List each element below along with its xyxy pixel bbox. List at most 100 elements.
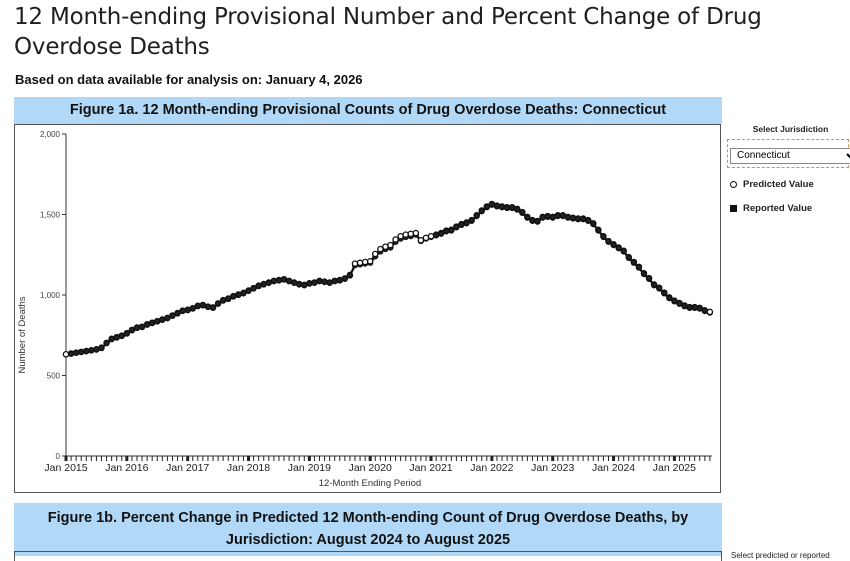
x-tick-label: Jan 2018 <box>227 462 270 474</box>
predicted-point <box>478 207 485 214</box>
x-tick-label: Jan 2025 <box>653 462 696 474</box>
predicted-point <box>189 304 196 312</box>
predicted-point <box>245 287 252 294</box>
predicted-point <box>174 309 181 317</box>
predicted-point <box>356 259 364 267</box>
predicted-point <box>640 270 648 277</box>
predicted-point <box>240 289 247 297</box>
predicted-point <box>372 250 379 258</box>
predicted-point <box>128 326 136 334</box>
y-axis-label: Number of Deaths <box>17 296 28 373</box>
predicted-point <box>123 329 131 337</box>
predicted-point <box>630 258 638 266</box>
predicted-point <box>209 304 217 311</box>
predicted-point <box>671 297 678 304</box>
figure-1a-chart-frame: 0 500 1,000 1,500 2,000 Jan 2015 Jan 2016 Jan … <box>14 124 721 493</box>
x-tick-label: Jan 2015 <box>44 462 87 474</box>
predicted-point <box>422 234 430 242</box>
open-circle-icon <box>730 180 737 188</box>
predicted-point <box>468 216 475 224</box>
predicted-point <box>676 299 683 307</box>
x-tick-label: Jan 2017 <box>166 462 209 474</box>
x-tick-label: Jan 2016 <box>105 462 148 474</box>
predicted-point <box>169 312 176 319</box>
predicted-point <box>625 253 633 261</box>
predicted-point <box>655 284 663 292</box>
y-tick-label: 500 <box>47 372 61 381</box>
legend-predicted-label: Predicted Value <box>743 178 814 190</box>
figure-1b-title: Figure 1b. Percent Change in Predicted 1… <box>14 503 722 556</box>
predicted-point <box>534 217 541 225</box>
predicted-point <box>412 229 420 237</box>
predicted-point <box>696 304 704 312</box>
predicted-line <box>65 203 711 355</box>
x-tick-label: Jan 2023 <box>531 462 574 474</box>
y-tick-label: 2,000 <box>40 130 61 139</box>
predicted-point <box>98 344 105 351</box>
x-tick-label: Jan 2021 <box>409 462 452 474</box>
y-tick-label: 1,000 <box>40 291 61 300</box>
predicted-point <box>397 232 404 240</box>
predicted-point <box>377 245 384 253</box>
data-date-note: Based on data available for analysis on:… <box>15 72 363 87</box>
predicted-point <box>437 229 445 237</box>
figure-1b-title-line2: Jurisdiction: August 2024 to August 2025 <box>225 532 511 548</box>
predicted-point <box>214 300 222 307</box>
predicted-point <box>366 257 374 265</box>
predicted-point <box>361 258 369 266</box>
filled-square-icon <box>730 204 737 212</box>
predicted-point <box>645 274 653 282</box>
x-tick-label: Jan 2024 <box>592 462 635 474</box>
x-axis: Jan 2015 Jan 2016 Jan 2017 Jan 2018 Jan 2019… <box>44 455 712 474</box>
predicted-point <box>448 226 455 234</box>
x-tick-label: Jan 2022 <box>470 462 513 474</box>
predicted-point <box>584 216 592 224</box>
predicted-point <box>427 232 435 240</box>
jurisdiction-select-wrapper: Connecticut <box>727 139 850 168</box>
predicted-point <box>590 220 597 227</box>
jurisdiction-select[interactable]: Connecticut <box>730 147 850 164</box>
predicted-point <box>524 213 531 221</box>
figure-1b-chart-frame <box>14 551 722 561</box>
predicted-point <box>595 226 602 234</box>
predicted-point <box>387 241 394 249</box>
predicted-point <box>650 281 658 288</box>
predicted-point <box>453 223 460 230</box>
predicted-point <box>341 275 349 282</box>
predicted-point <box>346 271 354 279</box>
predicted-point <box>605 237 612 245</box>
y-tick-label: 0 <box>56 452 61 461</box>
y-tick-label: 1,500 <box>40 211 61 220</box>
figure-1b-title-line1: Figure 1b. Percent Change in Predicted 1… <box>47 510 689 526</box>
side-panel: Select Jurisdiction Connecticut Predicte… <box>727 124 850 214</box>
figure-1a-title: Figure 1a. 12 Month-ending Provisional C… <box>14 97 722 124</box>
predicted-point <box>513 205 521 213</box>
predicted-point <box>351 260 359 267</box>
predicted-point <box>224 295 232 302</box>
predicted-point <box>103 339 110 347</box>
x-axis-label: 12-Month Ending Period <box>319 478 421 489</box>
predicted-point <box>615 244 622 251</box>
predicted-point <box>635 263 643 271</box>
predicted-point <box>620 247 627 254</box>
predicted-point <box>250 284 257 292</box>
x-tick-label: Jan 2019 <box>288 462 331 474</box>
predicted-point <box>600 232 607 240</box>
predicted-point <box>706 308 714 316</box>
series-layer <box>62 200 714 358</box>
predicted-point <box>666 294 673 301</box>
predicted-point <box>118 332 126 339</box>
predicted-point <box>417 237 425 244</box>
y-axis: 0 500 1,000 1,500 2,000 <box>40 130 67 461</box>
legend-predicted: Predicted Value <box>730 179 850 190</box>
predicted-point <box>519 208 526 216</box>
predicted-point <box>164 314 171 322</box>
predicted-point <box>610 241 617 248</box>
predicted-point <box>402 231 409 238</box>
predicted-point <box>661 289 668 296</box>
reported-line <box>65 203 711 356</box>
x-tick-label: Jan 2020 <box>349 462 392 474</box>
select-jurisdiction-label: Select Jurisdiction <box>752 124 829 134</box>
predicted-point <box>483 203 491 210</box>
